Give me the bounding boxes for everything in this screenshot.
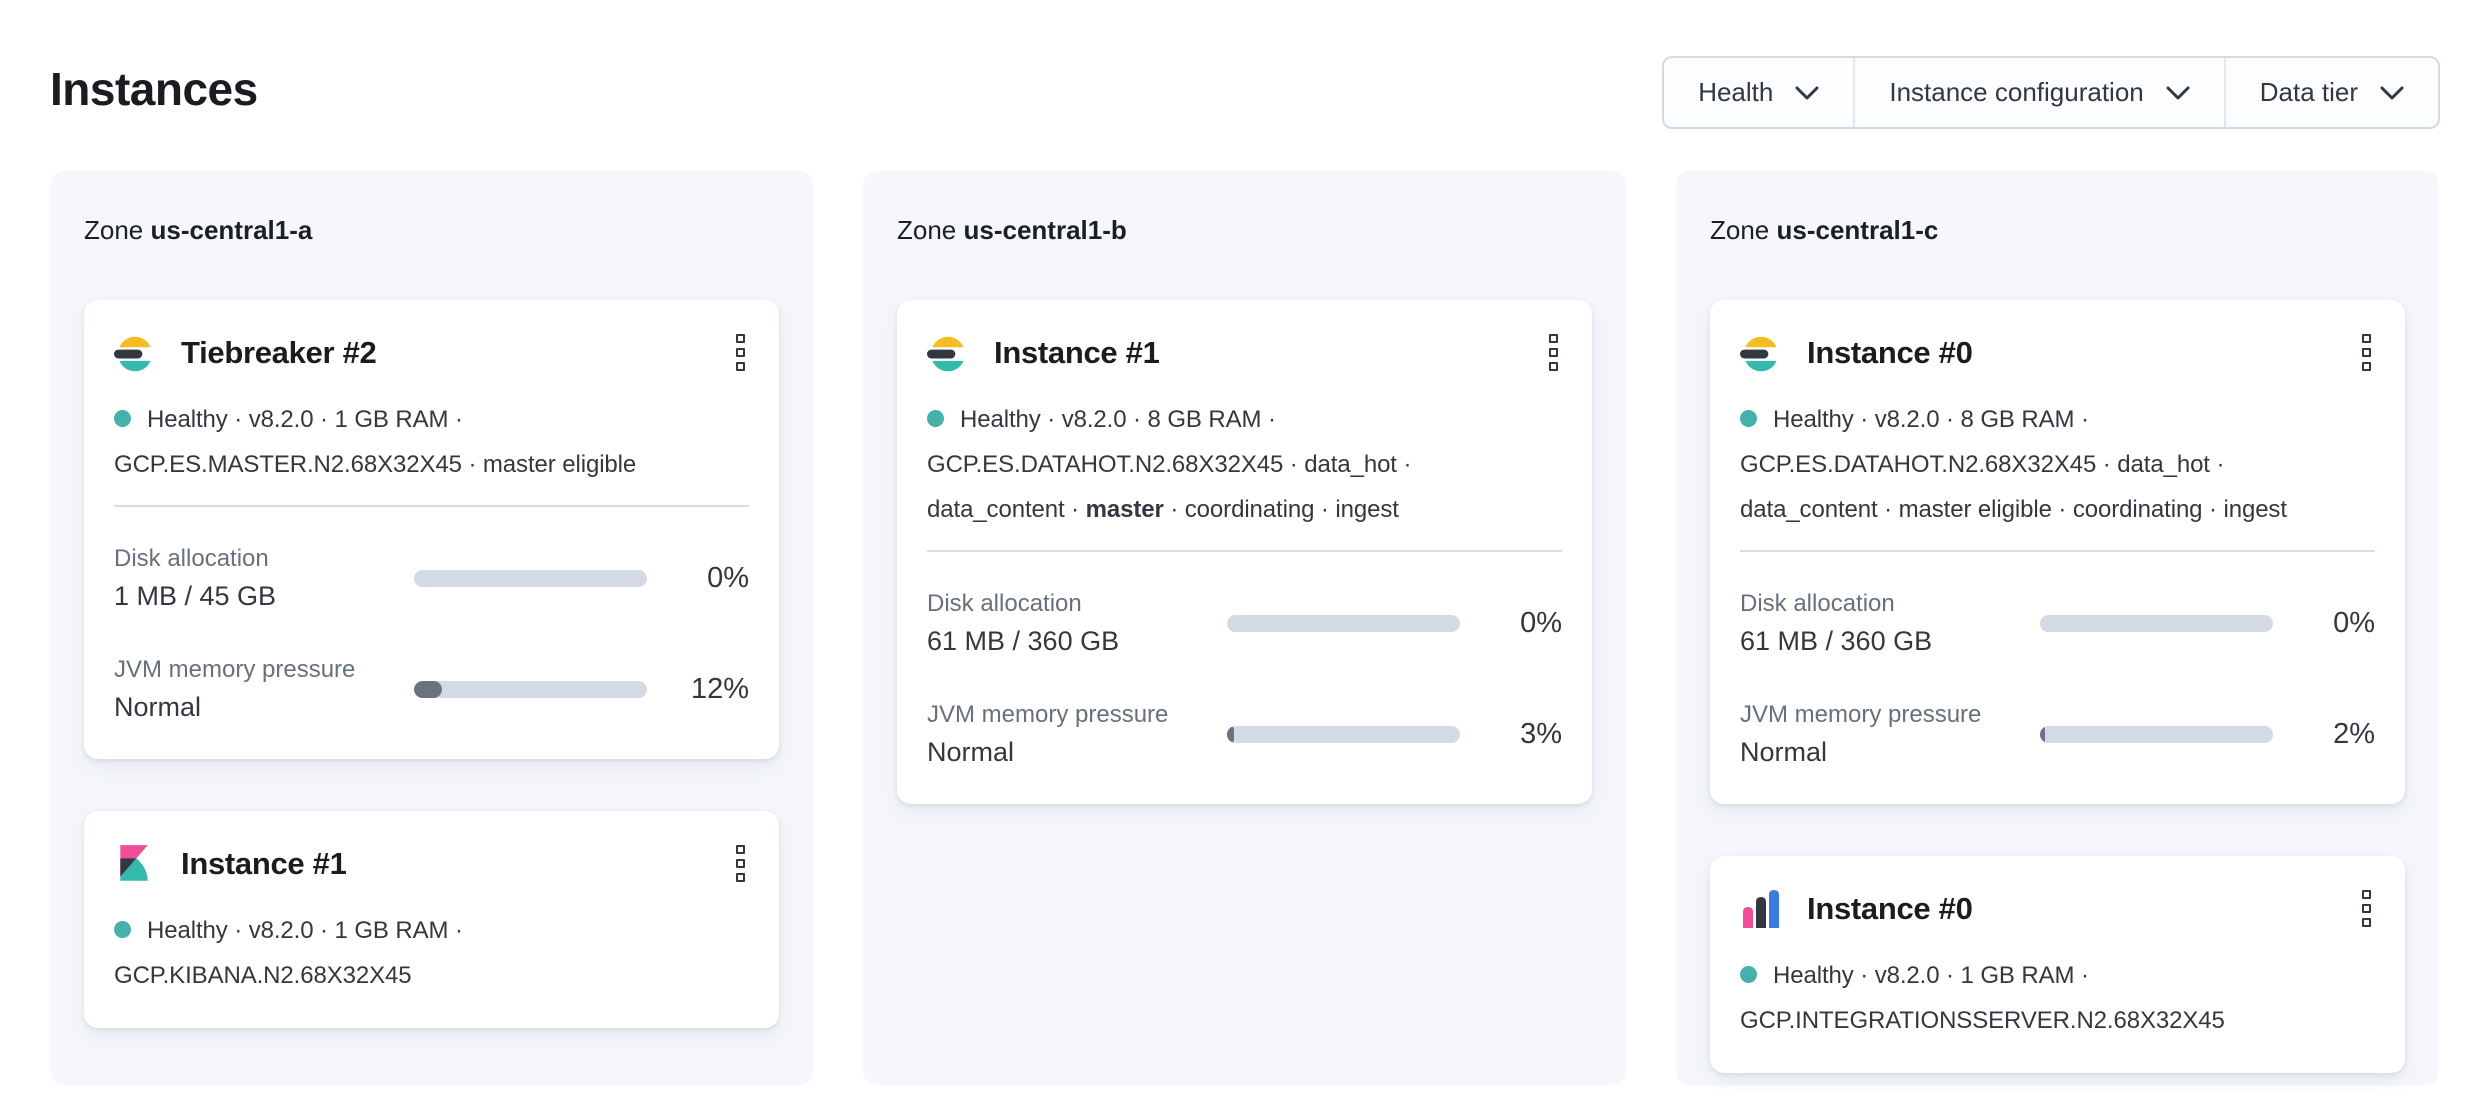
disk-usage-bar [2040, 615, 2273, 632]
metric-label: JVM memory pressure [927, 701, 1169, 728]
zone-label-prefix: Zone [1710, 215, 1770, 245]
instance-card-tiebreaker-2: Tiebreaker #2 Healthy · v8.2.0 · 1 GB RA… [84, 300, 779, 759]
zone-panel-us-central1-a: Zone us-central1-a Tiebreaker #2 Healthy… [50, 171, 813, 1085]
instance-card-integrations-server-0: Instance #0 Healthy · v8.2.0 · 1 GB RAM … [1710, 856, 2405, 1073]
card-divider [1740, 550, 2375, 552]
metric-label: JVM memory pressure [114, 656, 356, 683]
metric-percent: 0% [1520, 607, 1562, 639]
kibana-logo-icon [114, 843, 156, 885]
boxes-vertical-icon [1549, 334, 1558, 371]
card-divider [114, 505, 749, 507]
disk-usage-bar [414, 570, 647, 587]
instance-actions-button[interactable] [2358, 330, 2375, 375]
instance-title: Instance #0 [1807, 334, 1973, 370]
health-dot [927, 410, 944, 427]
jvm-pressure-bar [1227, 726, 1460, 743]
instance-card-es-1: Instance #1 Healthy · v8.2.0 · 8 GB RAM … [897, 300, 1592, 804]
disk-allocation-metric: Disk allocation 61 MB / 360 GB 0% [1740, 590, 2375, 657]
metric-label: Disk allocation [114, 545, 269, 572]
instance-title: Tiebreaker #2 [181, 334, 377, 370]
metric-value: Normal [1740, 737, 1828, 767]
instance-card-es-0: Instance #0 Healthy · v8.2.0 · 8 GB RAM … [1710, 300, 2405, 804]
boxes-vertical-icon [736, 334, 745, 371]
metric-value: 1 MB / 45 GB [114, 581, 277, 611]
instance-meta: Healthy · v8.2.0 · 8 GB RAM · GCP.ES.DAT… [927, 406, 1412, 523]
instance-actions-button[interactable] [1545, 330, 1562, 375]
instance-meta: Healthy · v8.2.0 · 1 GB RAM · GCP.INTEGR… [1740, 962, 2225, 1034]
jvm-memory-pressure-metric: JVM memory pressure Normal 3% [927, 701, 1562, 768]
instance-card-kibana-1: Instance #1 Healthy · v8.2.0 · 1 GB RAM … [84, 811, 779, 1028]
jvm-pressure-bar [414, 681, 647, 698]
metric-percent: 0% [2333, 607, 2375, 639]
boxes-vertical-icon [2362, 334, 2371, 371]
boxes-vertical-icon [736, 845, 745, 882]
zone-label: Zone us-central1-a [84, 215, 779, 246]
filter-group: Health Instance configuration Data tier [1662, 56, 2440, 129]
metric-percent: 0% [707, 562, 749, 594]
metric-value: 61 MB / 360 GB [1740, 626, 1933, 656]
metric-label: JVM memory pressure [1740, 701, 1982, 728]
health-dot [114, 410, 131, 427]
zone-label-prefix: Zone [897, 215, 957, 245]
elasticsearch-logo-icon [114, 332, 156, 374]
disk-allocation-metric: Disk allocation 1 MB / 45 GB 0% [114, 545, 749, 612]
zones-row: Zone us-central1-a Tiebreaker #2 Healthy… [50, 171, 2440, 1085]
elasticsearch-logo-icon [1740, 332, 1782, 374]
disk-usage-bar [1227, 615, 1460, 632]
filter-data-tier-label: Data tier [2259, 77, 2358, 107]
filter-data-tier-button[interactable]: Data tier [2226, 58, 2438, 127]
disk-allocation-metric: Disk allocation 61 MB / 360 GB 0% [927, 590, 1562, 657]
health-dot [114, 921, 131, 938]
boxes-vertical-icon [2362, 890, 2371, 927]
health-dot [1740, 410, 1757, 427]
filter-instance-configuration-label: Instance configuration [1889, 77, 2144, 107]
filter-health-button[interactable]: Health [1664, 58, 1856, 127]
instance-meta: Healthy · v8.2.0 · 1 GB RAM · GCP.KIBANA… [114, 917, 463, 989]
jvm-memory-pressure-metric: JVM memory pressure Normal 12% [114, 656, 749, 723]
page-title: Instances [50, 63, 258, 115]
integrations-server-logo-icon [1740, 888, 1782, 930]
metric-value: Normal [114, 692, 202, 722]
card-divider [927, 550, 1562, 552]
chevron-down-icon [2166, 86, 2190, 99]
jvm-pressure-bar [2040, 726, 2273, 743]
metric-percent: 12% [690, 673, 749, 705]
zone-panel-us-central1-c: Zone us-central1-c Instance #0 Healthy ·… [1676, 171, 2439, 1085]
instance-actions-button[interactable] [2358, 886, 2375, 931]
instance-title: Instance #1 [181, 845, 347, 881]
chevron-down-icon [1795, 86, 1819, 99]
elasticsearch-logo-icon [927, 332, 969, 374]
instance-title: Instance #1 [994, 334, 1160, 370]
metric-percent: 2% [2333, 718, 2375, 750]
instance-meta: Healthy · v8.2.0 · 1 GB RAM · GCP.ES.MAS… [114, 406, 637, 478]
zone-name: us-central1-b [963, 215, 1127, 245]
jvm-memory-pressure-metric: JVM memory pressure Normal 2% [1740, 701, 2375, 768]
instance-meta: Healthy · v8.2.0 · 8 GB RAM · GCP.ES.DAT… [1740, 406, 2287, 523]
zone-label: Zone us-central1-c [1710, 215, 2405, 246]
instance-actions-button[interactable] [732, 330, 749, 375]
filter-health-label: Health [1698, 77, 1774, 107]
health-dot [1740, 966, 1757, 983]
metric-value: Normal [927, 737, 1015, 767]
instance-title: Instance #0 [1807, 890, 1973, 926]
zone-panel-us-central1-b: Zone us-central1-b Instance #1 Healthy ·… [863, 171, 1626, 1085]
filter-instance-configuration-button[interactable]: Instance configuration [1855, 58, 2226, 127]
chevron-down-icon [2380, 86, 2404, 99]
zone-label-prefix: Zone [84, 215, 144, 245]
metric-label: Disk allocation [1740, 590, 1895, 617]
zone-name: us-central1-a [150, 215, 313, 245]
zone-label: Zone us-central1-b [897, 215, 1592, 246]
metric-percent: 3% [1520, 718, 1562, 750]
instance-actions-button[interactable] [732, 841, 749, 886]
zone-name: us-central1-c [1776, 215, 1939, 245]
metric-value: 61 MB / 360 GB [927, 626, 1120, 656]
metric-label: Disk allocation [927, 590, 1082, 617]
